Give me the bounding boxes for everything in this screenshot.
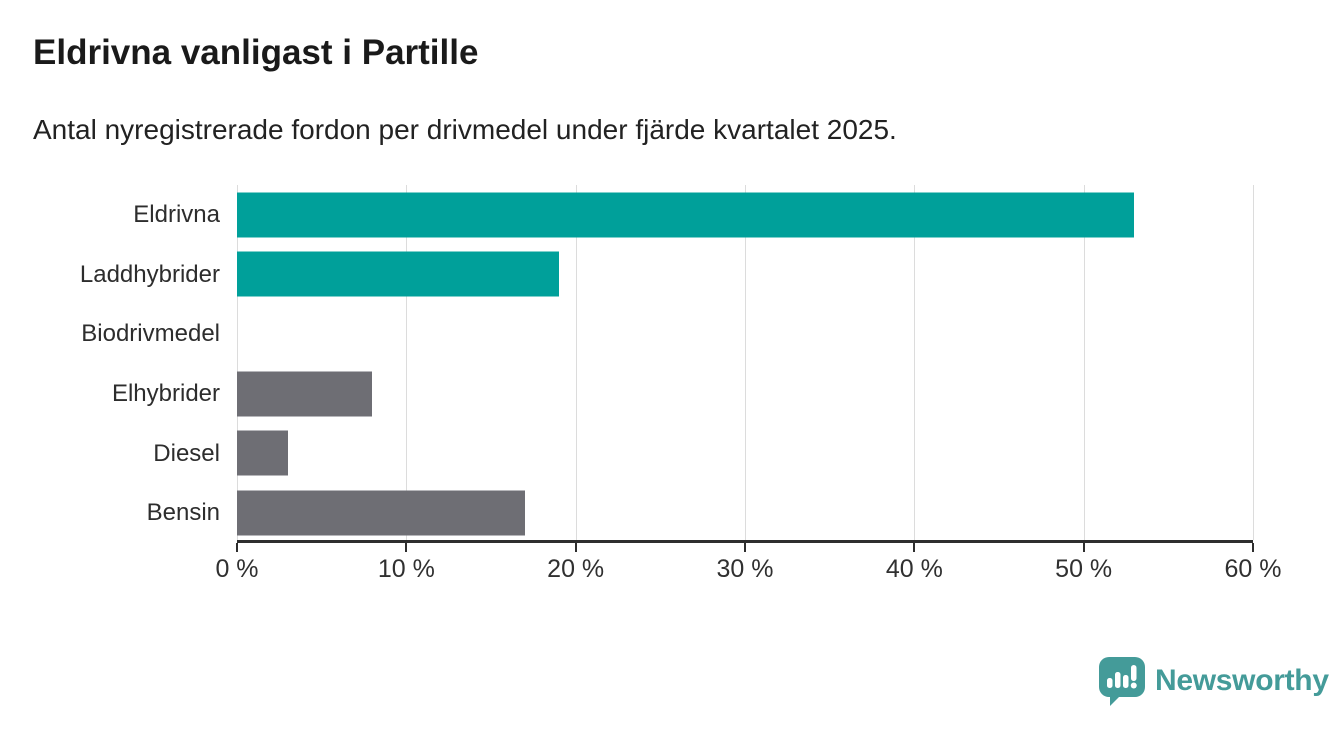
gridline xyxy=(237,185,238,540)
gridline xyxy=(575,185,577,540)
bar-chart: Eldrivna Laddhybrider Biodrivmedel Elhybrid… xyxy=(33,185,1281,589)
category-label: Elhybrider xyxy=(111,379,220,407)
bars-layer xyxy=(237,185,1253,543)
tick-mark xyxy=(1082,543,1085,552)
bar xyxy=(237,192,1135,238)
gridline xyxy=(1253,185,1254,540)
category-label: Laddhybrider xyxy=(79,260,220,288)
tick-mark xyxy=(1252,543,1254,552)
newsworthy-logo: Newsworthy xyxy=(1098,656,1329,706)
axis-spacer xyxy=(33,543,237,589)
bar xyxy=(237,430,288,476)
category-labels: Eldrivna Laddhybrider Biodrivmedel Elhybrid… xyxy=(33,185,237,543)
tick-mark xyxy=(744,543,746,552)
bar-row xyxy=(237,424,1253,484)
bar xyxy=(237,251,559,297)
tick-mark xyxy=(913,543,916,552)
newsworthy-bubble-chart-icon xyxy=(1099,657,1145,706)
gridline-layer xyxy=(237,185,1254,540)
tick-label: 60 % xyxy=(1224,555,1282,583)
category-label: Diesel xyxy=(153,439,220,467)
tick-mark xyxy=(236,543,238,552)
chart-body: Eldrivna Laddhybrider Biodrivmedel Elhybrid… xyxy=(33,185,1254,543)
bar-row xyxy=(237,245,1253,305)
chart-title: Eldrivna vanligast i Partille xyxy=(33,33,479,72)
tick-label: 30 % xyxy=(716,555,774,583)
bar xyxy=(237,490,525,536)
gridline xyxy=(745,185,746,540)
newsworthy-logo-text: Newsworthy xyxy=(1155,664,1329,697)
axis-ticks-area: 0 % 10 % 20 % 30 % 40 % 50 % 60 % xyxy=(215,543,1281,589)
gridline xyxy=(1083,185,1085,540)
tick-mark xyxy=(405,543,408,552)
bar-row xyxy=(237,185,1253,245)
bar-row xyxy=(237,483,1253,543)
tick-label: 0 % xyxy=(215,555,259,583)
category-label: Bensin xyxy=(146,499,220,527)
chart-subtitle: Antal nyregistrerade fordon per drivmede… xyxy=(33,114,897,145)
tick-label: 40 % xyxy=(885,555,943,583)
tick-label: 20 % xyxy=(547,555,605,583)
tick-mark xyxy=(574,543,577,552)
bar-row xyxy=(237,364,1253,424)
tick-label: 10 % xyxy=(377,555,435,583)
gridline xyxy=(406,185,408,540)
category-label: Eldrivna xyxy=(133,201,220,228)
plot-area xyxy=(237,185,1254,543)
category-label: Biodrivmedel xyxy=(81,320,220,348)
x-axis: 0 % 10 % 20 % 30 % 40 % 50 % 60 % xyxy=(33,543,1281,589)
gridline xyxy=(914,185,916,540)
tick-label: 50 % xyxy=(1055,555,1113,583)
bar xyxy=(237,371,373,417)
bar-row xyxy=(237,304,1253,364)
